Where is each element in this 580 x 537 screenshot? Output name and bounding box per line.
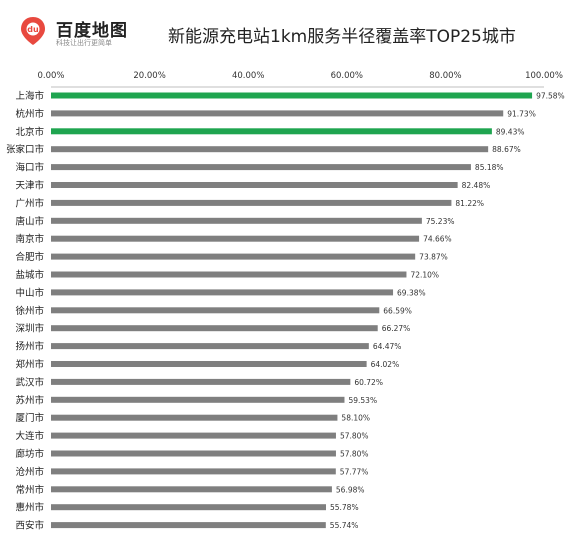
category-label: 北京市 bbox=[15, 126, 44, 138]
category-label: 深圳市 bbox=[15, 323, 44, 335]
bar bbox=[51, 92, 533, 99]
category-label: 沧州市 bbox=[15, 466, 44, 478]
bar bbox=[51, 289, 394, 296]
category-label: 合肥市 bbox=[15, 251, 44, 263]
value-label: 89.43% bbox=[496, 127, 525, 136]
bar bbox=[51, 396, 345, 403]
value-label: 82.48% bbox=[462, 181, 491, 190]
x-tick-label: 40.00% bbox=[232, 71, 264, 81]
bar bbox=[51, 486, 332, 493]
bar bbox=[51, 182, 458, 188]
category-label: 中山市 bbox=[15, 287, 44, 299]
value-label: 55.78% bbox=[330, 503, 359, 512]
value-label: 81.22% bbox=[455, 199, 484, 208]
category-label: 武汉市 bbox=[15, 376, 44, 388]
category-label: 常州市 bbox=[15, 484, 44, 496]
bar bbox=[51, 235, 420, 242]
bar bbox=[51, 110, 504, 117]
value-label: 64.02% bbox=[371, 360, 400, 369]
bar bbox=[51, 378, 351, 385]
category-label: 南京市 bbox=[15, 233, 44, 245]
bar bbox=[51, 468, 336, 475]
bar bbox=[51, 271, 407, 278]
bar bbox=[51, 128, 492, 135]
logo-name: 百度地图 bbox=[56, 21, 128, 41]
bar bbox=[51, 164, 471, 171]
bar bbox=[51, 217, 422, 224]
value-label: 59.53% bbox=[348, 396, 377, 405]
category-label: 大连市 bbox=[15, 430, 44, 442]
x-tick-label: 80.00% bbox=[429, 71, 461, 81]
category-label: 海口市 bbox=[15, 162, 44, 174]
bar bbox=[51, 414, 338, 421]
category-label: 惠州市 bbox=[15, 502, 44, 514]
category-label: 西安市 bbox=[15, 520, 44, 532]
bar bbox=[51, 325, 378, 332]
value-label: 97.58% bbox=[536, 92, 565, 101]
value-label: 73.87% bbox=[419, 253, 448, 262]
value-label: 57.80% bbox=[340, 432, 369, 441]
category-label: 廊坊市 bbox=[15, 448, 44, 460]
value-label: 55.74% bbox=[330, 521, 359, 530]
value-label: 57.77% bbox=[340, 467, 369, 476]
x-tick-label: 60.00% bbox=[331, 71, 363, 81]
category-label: 郑州市 bbox=[15, 359, 44, 371]
category-label: 广州市 bbox=[15, 197, 44, 209]
value-label: 64.47% bbox=[373, 342, 402, 351]
category-label: 厦门市 bbox=[15, 412, 44, 424]
category-label: 徐州市 bbox=[15, 305, 44, 317]
value-label: 72.10% bbox=[410, 271, 439, 280]
category-label: 盐城市 bbox=[15, 269, 44, 281]
bar bbox=[51, 522, 326, 529]
value-label: 69.38% bbox=[397, 288, 426, 297]
value-label: 57.80% bbox=[340, 450, 369, 459]
x-tick-label: 20.00% bbox=[133, 71, 165, 81]
value-label: 66.59% bbox=[383, 306, 412, 315]
value-label: 60.72% bbox=[354, 378, 383, 387]
value-label: 74.66% bbox=[423, 235, 452, 244]
value-label: 85.18% bbox=[475, 163, 504, 172]
value-label: 91.73% bbox=[507, 109, 536, 118]
category-label: 唐山市 bbox=[15, 215, 44, 227]
value-label: 66.27% bbox=[382, 324, 411, 333]
x-tick-label: 0.00% bbox=[37, 71, 64, 81]
bar bbox=[51, 450, 336, 457]
category-label: 上海市 bbox=[15, 90, 44, 102]
map-pin-icon: du bbox=[21, 17, 45, 45]
svg-text:du: du bbox=[27, 25, 39, 34]
bar bbox=[51, 253, 416, 260]
bar bbox=[51, 504, 326, 511]
logo-slogan: 科技让出行更简单 bbox=[56, 39, 112, 47]
bar bbox=[51, 432, 336, 439]
bar bbox=[51, 361, 367, 367]
chart-title: 新能源充电站1km服务半径覆盖率TOP25城市 bbox=[168, 27, 516, 47]
category-label: 苏州市 bbox=[15, 394, 44, 406]
bar bbox=[51, 307, 380, 314]
value-label: 75.23% bbox=[426, 217, 455, 226]
category-label: 杭州市 bbox=[15, 108, 44, 120]
bar bbox=[51, 343, 369, 350]
category-label: 张家口市 bbox=[6, 144, 45, 156]
value-label: 56.98% bbox=[336, 485, 365, 494]
baidu-map-logo: du 百度地图 科技让出行更简单 bbox=[18, 14, 168, 54]
category-label: 天津市 bbox=[15, 180, 44, 192]
bar bbox=[51, 199, 452, 206]
value-label: 58.10% bbox=[341, 414, 370, 423]
category-label: 扬州市 bbox=[15, 341, 44, 353]
bar bbox=[51, 146, 489, 153]
value-label: 88.67% bbox=[492, 145, 521, 154]
x-tick-label: 100.00% bbox=[525, 71, 563, 81]
